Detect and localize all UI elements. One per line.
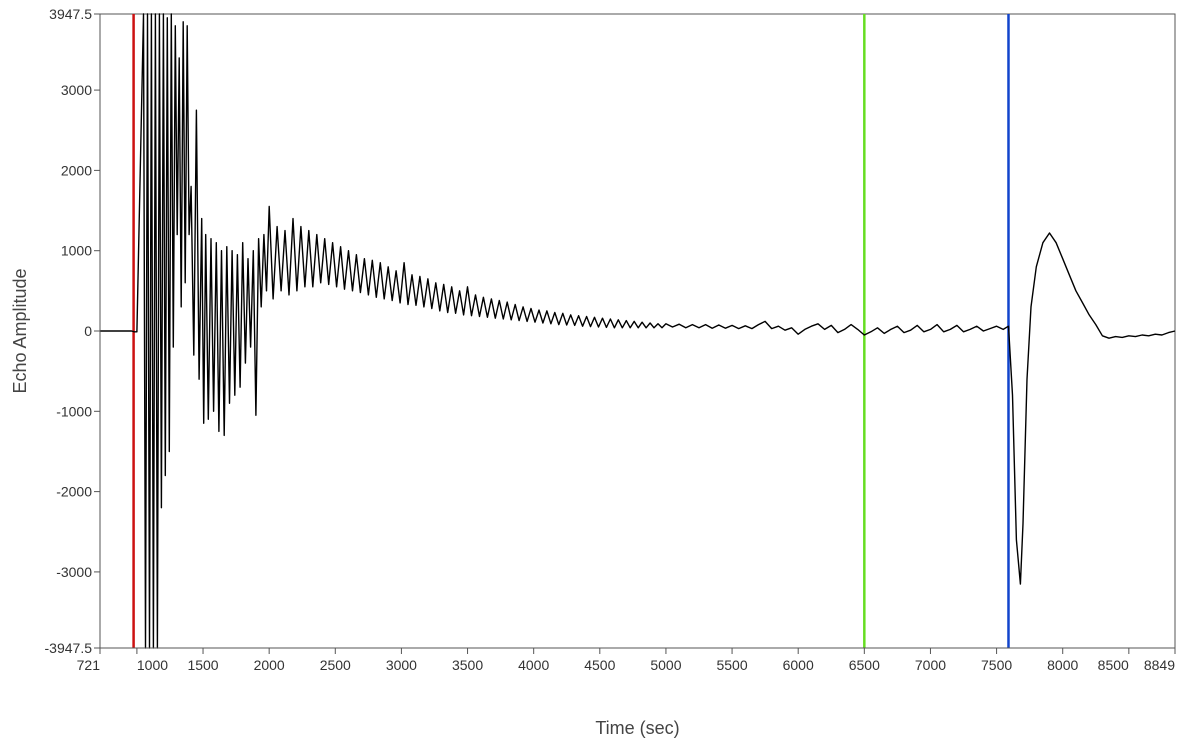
x-tick-label: 6000 [783,657,814,673]
x-tick-label: 5500 [716,657,747,673]
y-tick-label: -3947.5 [45,640,93,656]
x-tick-label: 7000 [915,657,946,673]
x-axis-title: Time (sec) [595,718,679,738]
x-tick-label: 6500 [849,657,880,673]
x-tick-label: 4000 [518,657,549,673]
x-tick-label: 4500 [584,657,615,673]
x-tick-label: 8849 [1144,657,1175,673]
x-tick-label: 2500 [320,657,351,673]
x-tick-label: 3500 [452,657,483,673]
y-tick-label: -3000 [56,564,92,580]
x-tick-label: 8000 [1047,657,1078,673]
y-tick-label: 3000 [61,82,92,98]
y-axis: -3947.5 -3000 -2000 -1000 0 1000 2000 3000 3947.… [45,6,101,656]
y-tick-label: 2000 [61,162,92,178]
x-tick-label: 1000 [137,657,168,673]
x-axis: 721 1000 1500 2000 2500 3000 3500 4000 4500 5000 5… [77,647,1176,673]
y-tick-label: 0 [84,323,92,339]
y-tick-label: -1000 [56,403,92,419]
y-tick-label: 1000 [61,243,92,259]
x-tick-label: 1500 [187,657,218,673]
plot-area [99,13,1176,649]
echo-amplitude-series-line [100,13,1176,649]
x-tick-label: 8500 [1098,657,1129,673]
y-axis-title: Echo Amplitude [10,268,30,393]
x-tick-label: 3000 [386,657,417,673]
plot-frame [99,13,1176,649]
x-tick-label: 2000 [254,657,285,673]
x-tick-label: 7500 [981,657,1012,673]
y-tick-label: -2000 [56,484,92,500]
y-tick-label: 3947.5 [49,6,92,22]
x-tick-label: 5000 [650,657,681,673]
x-tick-label: 721 [77,657,101,673]
